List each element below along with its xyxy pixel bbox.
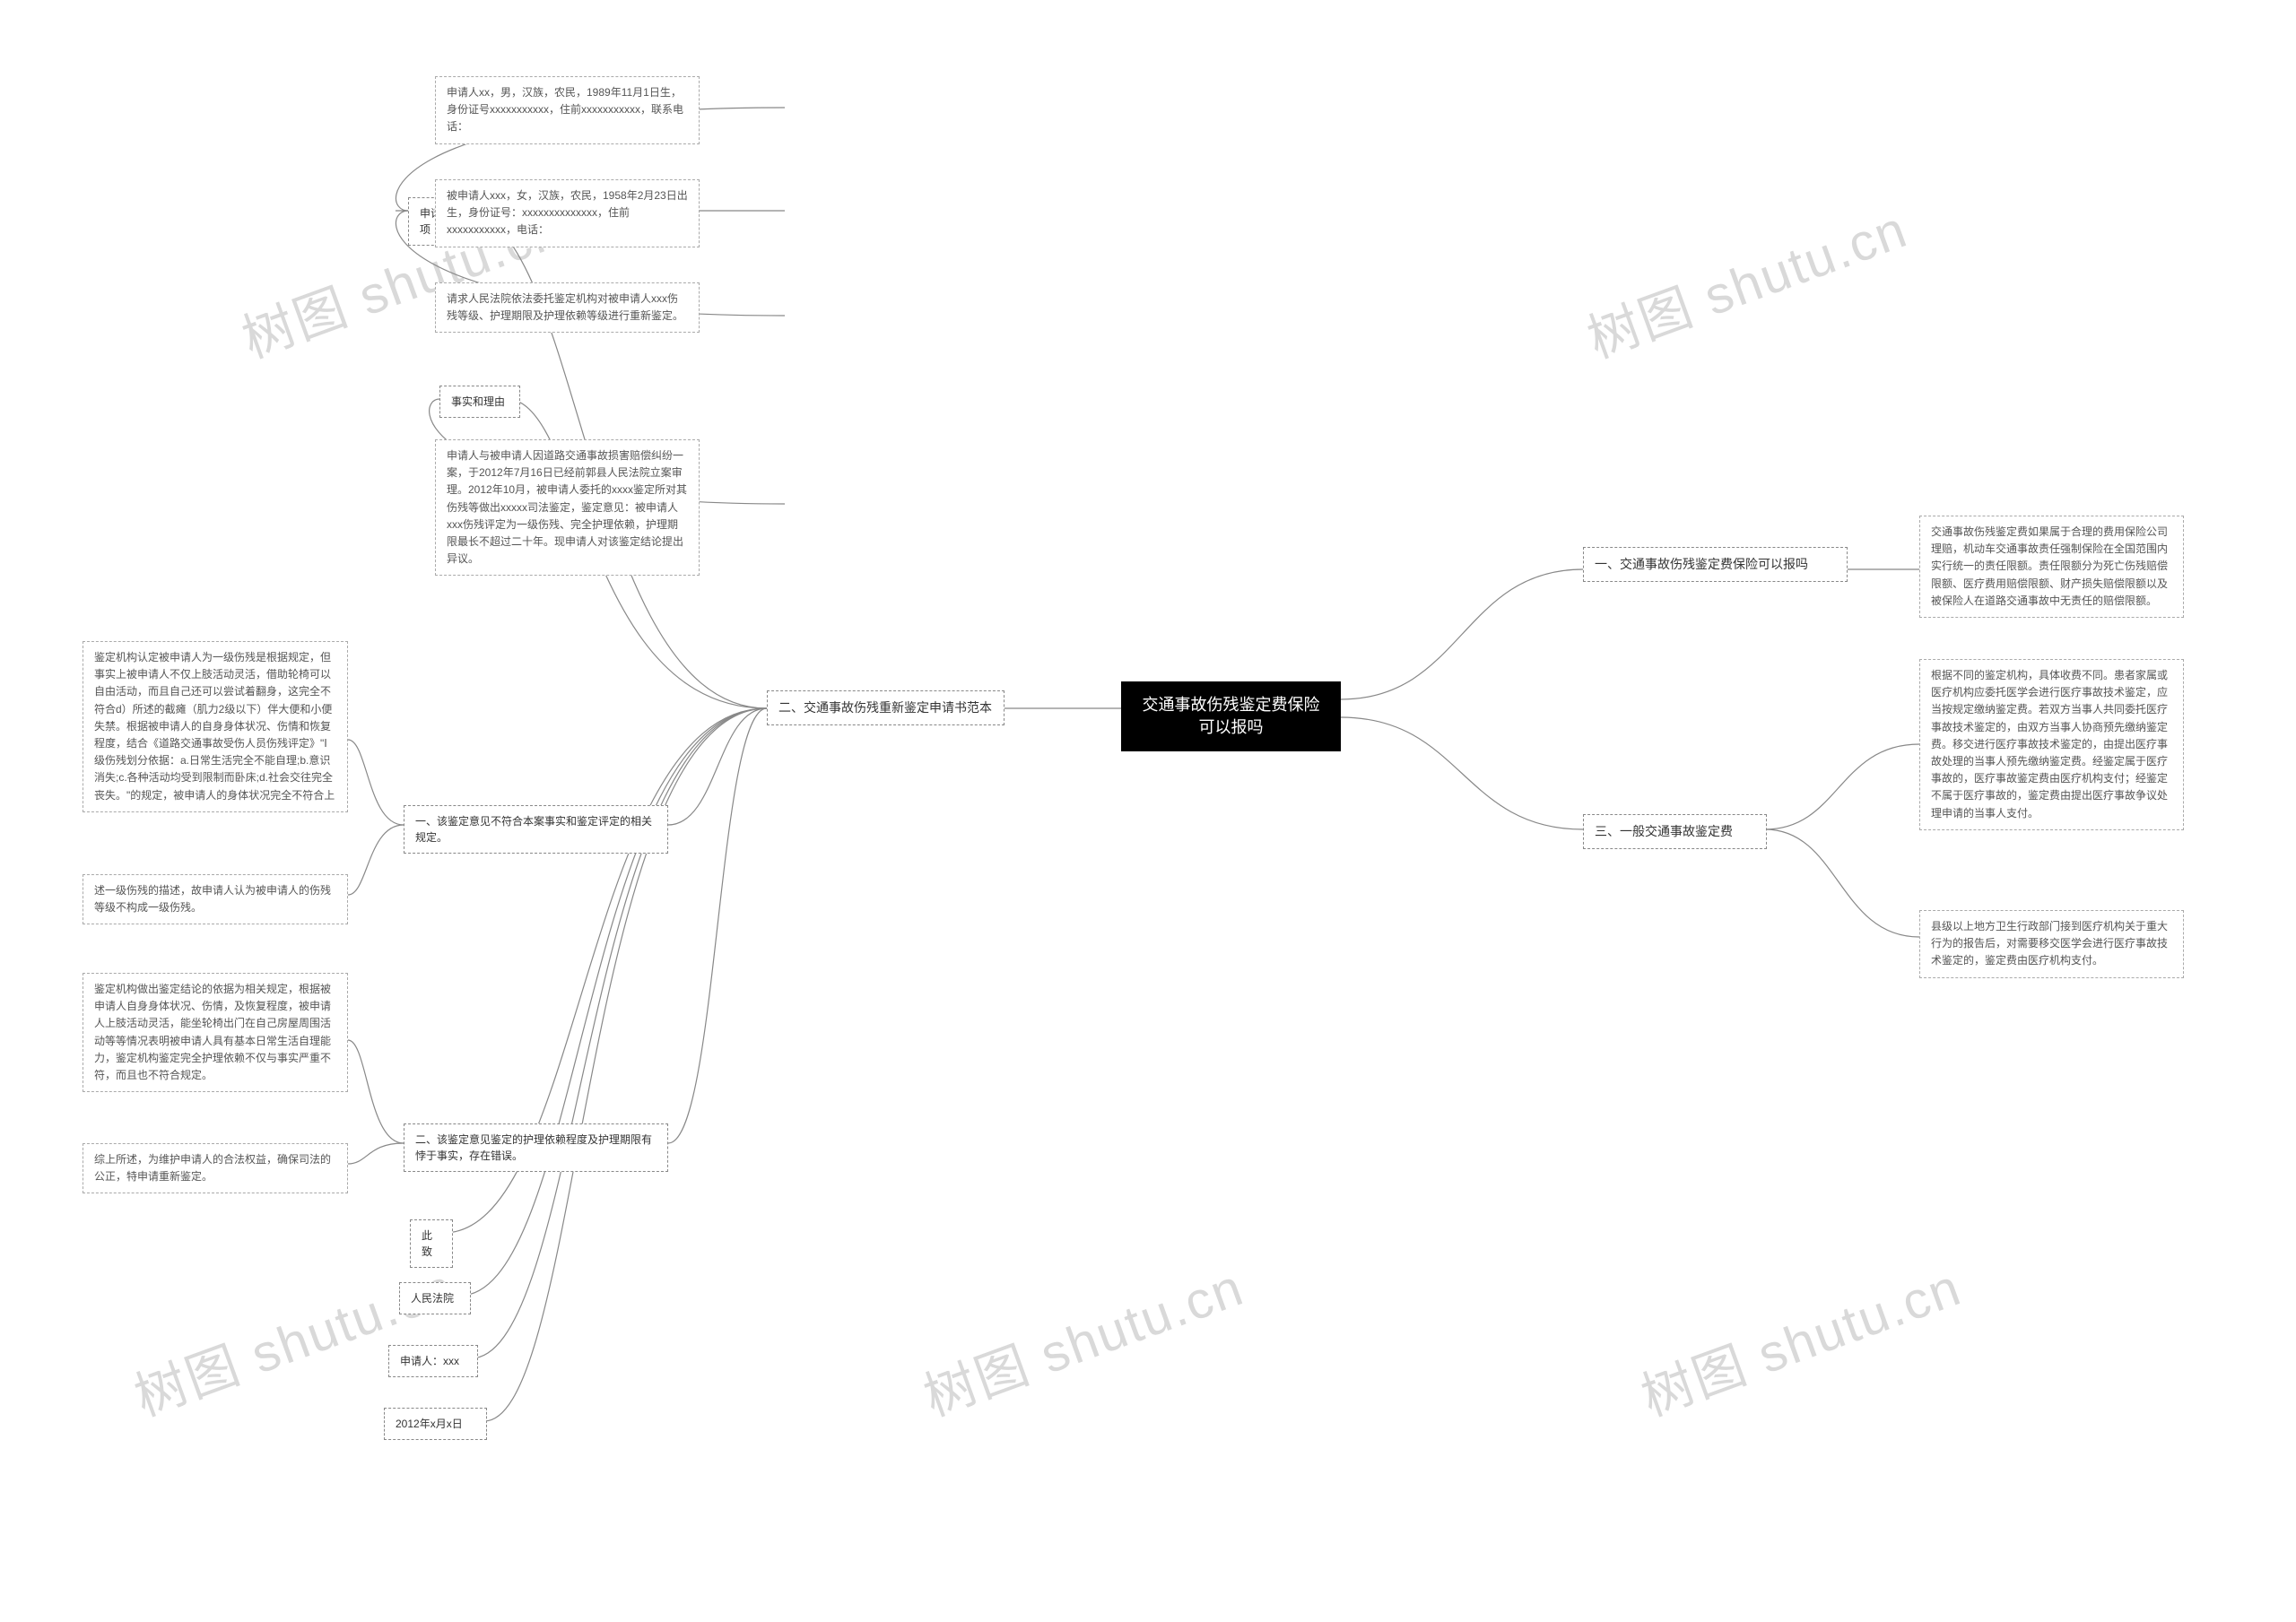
- leaf-apply-c: 请求人民法院依法委托鉴定机构对被申请人xxx伤残等级、护理期限及护理依赖等级进行…: [435, 282, 700, 333]
- leaf-3b: 县级以上地方卫生行政部门接到医疗机构关于重大行为的报告后，对需要移交医学会进行医…: [1919, 910, 2184, 978]
- branch-facts: 事实和理由: [439, 386, 520, 418]
- leaf-sub1-a: 鉴定机构认定被申请人为一级伤残是根据规定，但事实上被申请人不仅上肢活动灵活，借助…: [83, 641, 348, 812]
- root-node: 交通事故伤残鉴定费保险可以报吗: [1121, 681, 1341, 751]
- leaf-apply-a: 申请人xx，男，汉族，农民，1989年11月1日生，身份证号xxxxxxxxxx…: [435, 76, 700, 144]
- closing-cz: 此致: [410, 1219, 453, 1268]
- leaf-sub1-b: 述一级伤残的描述，故申请人认为被申请人的伤残等级不构成一级伤残。: [83, 874, 348, 924]
- branch-2: 二、交通事故伤残重新鉴定申请书范本: [767, 690, 1004, 725]
- leaf-1: 交通事故伤残鉴定费如果属于合理的费用保险公司理赔，机动车交通事故责任强制保险在全…: [1919, 516, 2184, 618]
- branch-1: 一、交通事故伤残鉴定费保险可以报吗: [1583, 547, 1848, 582]
- watermark: 树图 shutu.cn: [1630, 1245, 1970, 1431]
- closing-date: 2012年x月x日: [384, 1408, 487, 1440]
- root-title: 交通事故伤残鉴定费保险可以报吗: [1143, 696, 1320, 736]
- leaf-sub2-b: 综上所述，为维护申请人的合法权益，确保司法的公正，特申请重新鉴定。: [83, 1143, 348, 1193]
- leaf-apply-b: 被申请人xxx，女，汉族，农民，1958年2月23日出生，身份证号：xxxxxx…: [435, 179, 700, 247]
- watermark: 树图 shutu.cn: [1576, 187, 1917, 373]
- closing-applicant: 申请人：xxx: [388, 1345, 478, 1377]
- branch-sub1: 一、该鉴定意见不符合本案事实和鉴定评定的相关规定。: [404, 805, 668, 854]
- leaf-3a: 根据不同的鉴定机构，具体收费不同。患者家属或医疗机构应委托医学会进行医疗事故技术…: [1919, 659, 2184, 830]
- watermark: 树图 shutu.cn: [912, 1245, 1253, 1431]
- closing-court: 人民法院: [399, 1282, 471, 1314]
- leaf-facts-a: 申请人与被申请人因道路交通事故损害赔偿纠纷一案，于2012年7月16日已经前郭县…: [435, 439, 700, 576]
- branch-3: 三、一般交通事故鉴定费: [1583, 814, 1767, 849]
- leaf-sub2-a: 鉴定机构做出鉴定结论的依据为相关规定，根据被申请人自身身体状况、伤情，及恢复程度…: [83, 973, 348, 1092]
- branch-sub2: 二、该鉴定意见鉴定的护理依赖程度及护理期限有悖于事实，存在错误。: [404, 1123, 668, 1172]
- watermark: 树图 shutu.cn: [123, 1245, 464, 1431]
